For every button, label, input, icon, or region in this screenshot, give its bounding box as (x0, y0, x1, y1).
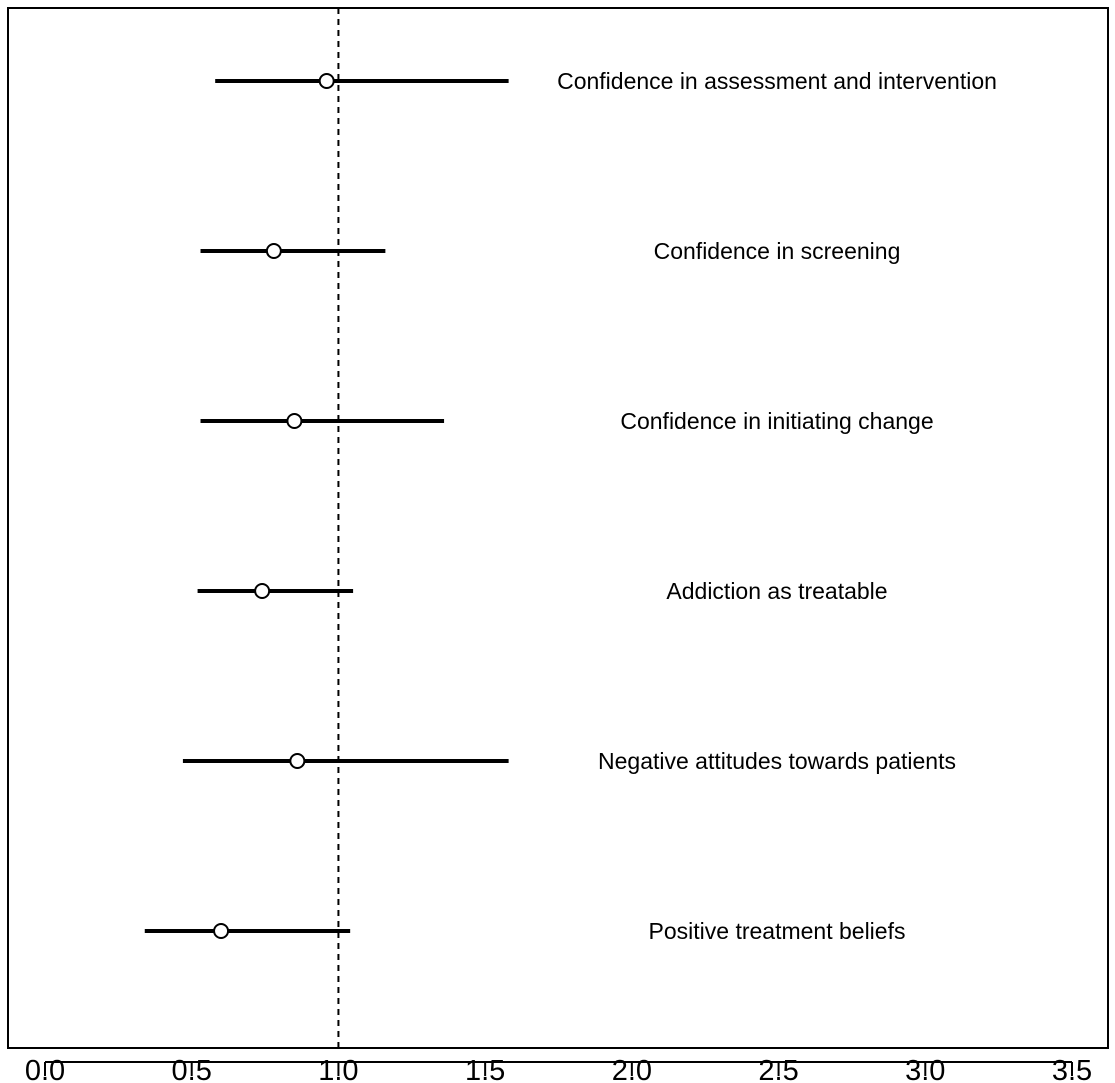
row-label: Addiction as treatable (666, 578, 887, 604)
x-tick-label: 0.5 (172, 1055, 212, 1083)
x-tick-label: 3.0 (905, 1055, 945, 1083)
row-label: Confidence in assessment and interventio… (557, 68, 997, 94)
estimate-point (254, 583, 271, 599)
x-axis: 0.0 0.5 1.0 1.5 2.0 2.5 3.0 3.5 (25, 1055, 1092, 1083)
plot-frame (7, 7, 1109, 1049)
chart-marks: Confidence in assessment and interventio… (144, 8, 997, 1048)
estimate-point (318, 73, 335, 89)
estimate-point (289, 753, 306, 769)
x-tick-label: 1.0 (318, 1055, 358, 1083)
x-tick-label: 0.0 (25, 1055, 65, 1083)
x-tick-label: 3.5 (1052, 1055, 1092, 1083)
row-label: Confidence in screening (654, 238, 901, 264)
estimate-point (286, 413, 303, 429)
row-label: Positive treatment beliefs (649, 918, 906, 944)
x-tick-label: 1.5 (465, 1055, 505, 1083)
estimate-point (213, 923, 230, 939)
row-label: Confidence in initiating change (620, 408, 933, 434)
x-tick-label: 2.0 (612, 1055, 652, 1083)
x-tick-label: 2.5 (758, 1055, 798, 1083)
row-label: Negative attitudes towards patients (598, 748, 956, 774)
estimate-point (265, 243, 282, 259)
